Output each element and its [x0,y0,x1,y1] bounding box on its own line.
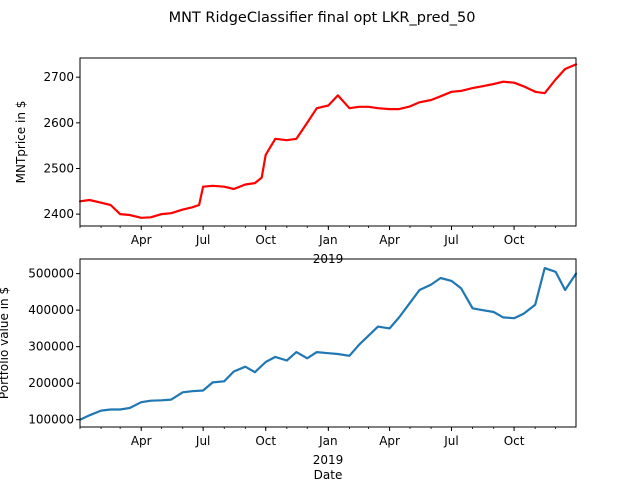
portfolio-y-tick-label: 300000 [28,340,74,354]
portfolio-x-tick-label: Apr [379,434,400,448]
figure-title: MNT RidgeClassifier final opt LKR_pred_5… [169,10,476,26]
portfolio-x-tick-label: Apr [131,434,152,448]
price-x-tick-label: Oct [255,233,276,247]
price-x-tick-label: Apr [379,233,400,247]
price-y-axis-label: MNTprice in $ [14,101,28,184]
price-y-tick-label: 2500 [43,161,74,175]
portfolio-y-ticks: 100000 200000 300000 400000 500000 [28,267,80,427]
price-chart-panel: 2400 2500 2600 2700 Apr Jul Oct Jan Apr Jul Oct 2… [14,57,578,266]
price-y-ticks: 2400 2500 2600 2700 [43,70,80,221]
portfolio-y-tick-label: 500000 [28,267,74,281]
portfolio-chart-panel: 100000 200000 300000 400000 500000 Apr Jul Oct… [0,258,578,482]
price-x-tick-label: Apr [131,233,152,247]
price-series-layer [78,63,578,219]
portfolio-y-axis-label: Portfolio value in $ [0,287,11,399]
portfolio-y-tick-label: 200000 [28,376,74,390]
portfolio-x-tick-label: Oct [504,434,525,448]
portfolio-y-tick-label: 100000 [28,413,74,427]
portfolio-axes-frame [79,258,577,428]
price-y-tick-label: 2700 [43,70,74,84]
price-x-ticks: Apr Jul Oct Jan Apr Jul Oct [79,226,556,247]
portfolio-series-layer [78,267,578,421]
price-y-tick-label: 2600 [43,116,74,130]
portfolio-series-line [78,267,578,421]
portfolio-x-tick-label: Jul [443,434,458,448]
portfolio-year-label: 2019 [313,453,344,467]
portfolio-y-tick-label: 400000 [28,303,74,317]
portfolio-x-tick-label: Oct [255,434,276,448]
portfolio-x-ticks: Apr Jul Oct Jan Apr Jul Oct [79,427,556,448]
price-series-line [78,63,578,219]
portfolio-x-tick-label: Jul [195,434,210,448]
price-x-tick-label: Jul [443,233,458,247]
portfolio-x-axis-label: Date [314,468,343,480]
price-x-tick-label: Oct [504,233,525,247]
price-x-tick-label: Jul [195,233,210,247]
price-y-tick-label: 2400 [43,207,74,221]
portfolio-x-tick-label: Jan [318,434,338,448]
price-x-tick-label: Jan [318,233,338,247]
